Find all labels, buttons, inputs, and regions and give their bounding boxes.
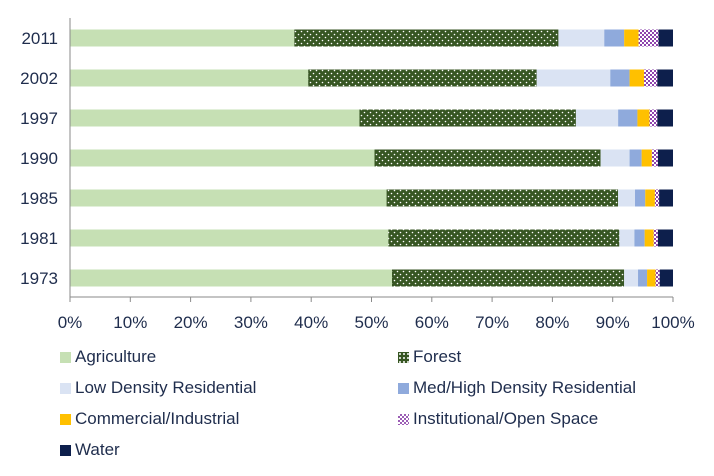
bar-1981-agriculture	[70, 229, 389, 247]
bar-1981-forest	[388, 229, 620, 247]
y-tick-label: 2002	[20, 69, 58, 88]
bar-1973-commercial-industrial	[647, 269, 656, 287]
x-tick-label: 20%	[174, 313, 208, 332]
bar-1985-agriculture	[70, 189, 387, 207]
bar-1997-water	[657, 109, 673, 127]
bar-1985-water	[659, 189, 673, 207]
bar-2011-commercial-industrial	[624, 29, 639, 47]
bar-1985-forest	[386, 189, 619, 207]
bar-1990-forest	[374, 149, 601, 167]
bar-1973-agriculture	[70, 269, 392, 287]
bar-1990-med-high-density-residential	[629, 149, 642, 167]
bar-2002-med-high-density-residential	[610, 69, 630, 87]
y-tick-label: 1990	[20, 149, 58, 168]
bar-1997-institutional-open-space	[649, 109, 658, 127]
bar-1973-low-density-residential	[624, 269, 639, 287]
bar-1973-forest	[392, 269, 625, 287]
bar-1997-med-high-density-residential	[618, 109, 638, 127]
y-tick-label: 1973	[20, 269, 58, 288]
bar-2002-low-density-residential	[536, 69, 611, 87]
y-tick-label: 2011	[21, 29, 58, 48]
bar-2002-forest	[308, 69, 537, 87]
bar-2002-institutional-open-space	[644, 69, 658, 87]
bar-1973-med-high-density-residential	[638, 269, 648, 287]
y-tick-label: 1981	[20, 229, 58, 248]
bar-1985-institutional-open-space	[654, 189, 660, 207]
bar-1981-commercial-industrial	[644, 229, 654, 247]
x-tick-label: 0%	[58, 313, 83, 332]
bar-1990-commercial-industrial	[641, 149, 652, 167]
bar-1990-low-density-residential	[600, 149, 630, 167]
y-tick-label: 1985	[20, 189, 58, 208]
bar-2002-water	[657, 69, 673, 87]
bar-1973-water	[659, 269, 673, 287]
bar-2011-institutional-open-space	[638, 29, 659, 47]
x-tick-label: 80%	[535, 313, 569, 332]
bar-1985-med-high-density-residential	[635, 189, 646, 207]
bar-1997-commercial-industrial	[637, 109, 650, 127]
x-tick-label: 10%	[113, 313, 147, 332]
bar-1990-water	[657, 149, 673, 167]
bar-1985-low-density-residential	[618, 189, 636, 207]
bar-1981-low-density-residential	[619, 229, 635, 247]
axes-group: 2011 2002 1997 1990 1985 1981 1973 0% 10% 20% 30% 4…	[20, 18, 695, 332]
x-tick-label: 40%	[294, 313, 328, 332]
x-tick-label: 70%	[475, 313, 509, 332]
bar-2011-agriculture	[70, 29, 295, 47]
bar-1985-commercial-industrial	[645, 189, 655, 207]
x-tick-label: 50%	[354, 313, 388, 332]
bar-1981-institutional-open-space	[653, 229, 658, 247]
y-tick-label: 1997	[20, 109, 58, 128]
bar-1997-forest	[359, 109, 576, 127]
bar-1997-low-density-residential	[575, 109, 619, 127]
bar-1990-agriculture	[70, 149, 375, 167]
x-tick-label: 90%	[596, 313, 630, 332]
bar-1981-med-high-density-residential	[634, 229, 645, 247]
bar-2011-water	[658, 29, 673, 47]
bar-1981-water	[657, 229, 673, 247]
bar-2002-agriculture	[70, 69, 309, 87]
bar-1990-institutional-open-space	[651, 149, 658, 167]
x-tick-label: 100%	[651, 313, 694, 332]
bar-2011-forest	[294, 29, 559, 47]
bar-2011-low-density-residential	[558, 29, 605, 47]
x-tick-label: 30%	[234, 313, 268, 332]
x-tick-label: 60%	[415, 313, 449, 332]
bar-1997-agriculture	[70, 109, 360, 127]
bar-1973-institutional-open-space	[655, 269, 660, 287]
bar-2002-commercial-industrial	[629, 69, 645, 87]
bar-group	[70, 29, 673, 287]
bar-2011-med-high-density-residential	[604, 29, 625, 47]
